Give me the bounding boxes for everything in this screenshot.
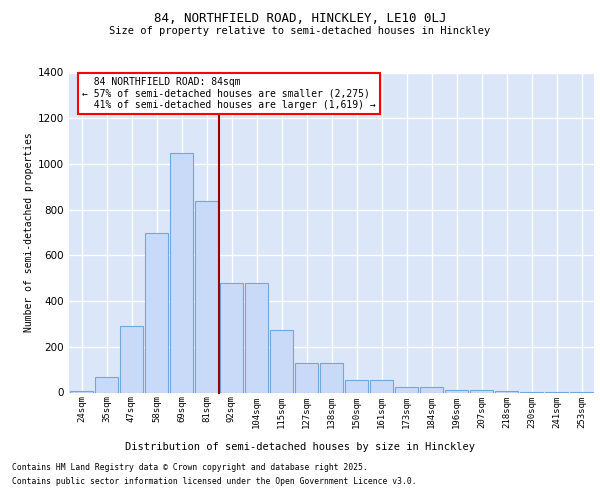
Bar: [370, 380, 394, 392]
Bar: [320, 363, 343, 392]
Bar: [295, 363, 319, 392]
Text: Size of property relative to semi-detached houses in Hinckley: Size of property relative to semi-detach…: [109, 26, 491, 36]
Text: Distribution of semi-detached houses by size in Hinckley: Distribution of semi-detached houses by …: [125, 442, 475, 452]
Bar: [245, 283, 268, 393]
Bar: [470, 390, 493, 392]
Y-axis label: Number of semi-detached properties: Number of semi-detached properties: [24, 132, 34, 332]
Bar: [269, 330, 293, 392]
Bar: [119, 326, 143, 392]
Bar: [194, 200, 218, 392]
Bar: [220, 283, 244, 393]
Text: 84, NORTHFIELD ROAD, HINCKLEY, LE10 0LJ: 84, NORTHFIELD ROAD, HINCKLEY, LE10 0LJ: [154, 12, 446, 24]
Bar: [419, 387, 443, 392]
Text: Contains HM Land Registry data © Crown copyright and database right 2025.: Contains HM Land Registry data © Crown c…: [12, 462, 368, 471]
Bar: [95, 376, 118, 392]
Bar: [344, 380, 368, 392]
Bar: [445, 390, 469, 392]
Text: 84 NORTHFIELD ROAD: 84sqm
← 57% of semi-detached houses are smaller (2,275)
  41: 84 NORTHFIELD ROAD: 84sqm ← 57% of semi-…: [82, 77, 376, 110]
Bar: [170, 152, 193, 392]
Text: Contains public sector information licensed under the Open Government Licence v3: Contains public sector information licen…: [12, 477, 416, 486]
Bar: [145, 232, 169, 392]
Bar: [395, 387, 418, 392]
